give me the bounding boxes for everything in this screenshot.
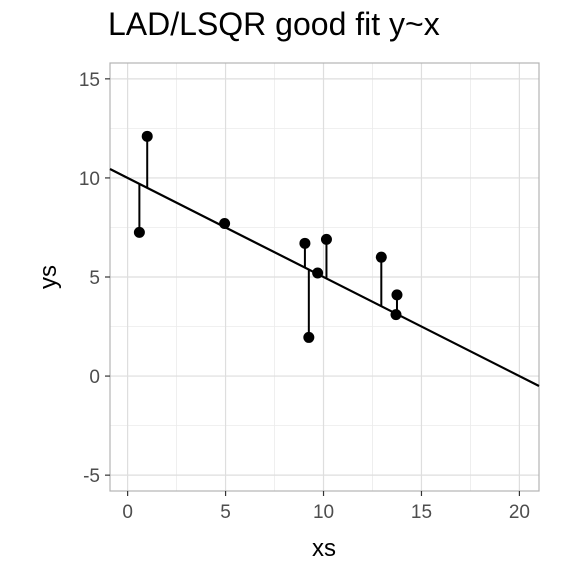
y-axis-title: ys [35, 265, 62, 289]
x-axis-ticks: 0 5 10 15 20 [122, 491, 530, 523]
data-point [299, 237, 311, 249]
x-tick-label: 20 [509, 502, 530, 523]
y-tick-label: 0 [89, 367, 100, 388]
data-points [133, 130, 403, 343]
chart-title: LAD/LSQR good fit y~x [108, 6, 440, 42]
data-point [391, 289, 403, 301]
fit-line [109, 168, 540, 387]
residual-segments [138, 136, 398, 338]
x-tick-label: 0 [122, 502, 133, 523]
y-axis-ticks: -5 0 5 10 15 [79, 70, 110, 487]
data-point [390, 309, 402, 321]
data-point [219, 218, 231, 229]
x-tick-label: 15 [411, 502, 432, 523]
x-axis-title: xs [312, 535, 336, 562]
y-tick-label: -5 [83, 466, 100, 487]
fit-line-group [109, 168, 540, 387]
data-point [141, 130, 153, 142]
x-tick-label: 5 [220, 502, 231, 523]
data-point [303, 331, 315, 343]
y-tick-label: 5 [89, 268, 100, 289]
data-point [375, 251, 387, 263]
data-point [312, 267, 324, 279]
y-tick-label: 10 [79, 169, 100, 190]
data-point [320, 233, 332, 245]
x-tick-label: 10 [313, 502, 334, 523]
data-point [133, 226, 145, 238]
y-tick-label: 15 [79, 70, 100, 91]
